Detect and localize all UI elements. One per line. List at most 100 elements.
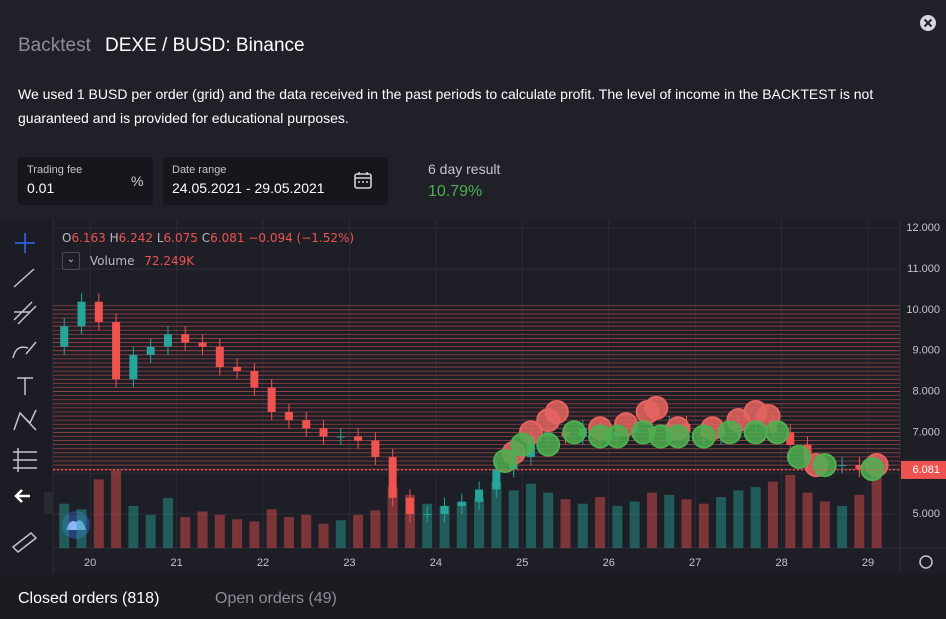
field-value: 24.05.2021 - 29.05.2021 <box>172 180 325 196</box>
candle-body <box>388 456 397 498</box>
result-value: 10.79% <box>428 183 483 200</box>
legend-key: L <box>156 231 164 245</box>
volume-bar <box>577 503 588 548</box>
candle-body <box>250 371 259 388</box>
description: We used 1 BUSD per order (grid) and the … <box>18 86 874 126</box>
toolbar-collapse[interactable] <box>44 492 53 514</box>
candle-body <box>336 436 345 438</box>
volume-bar <box>456 501 467 548</box>
logo-mark <box>66 520 86 530</box>
candle-body <box>786 432 795 445</box>
prediction-tool[interactable] <box>13 448 37 472</box>
candle-body <box>457 501 466 506</box>
buy-order <box>765 420 790 445</box>
candle-body <box>198 342 207 347</box>
buy-order <box>743 420 768 445</box>
trading-fee-input[interactable]: Trading fee 0.01 % <box>18 157 153 205</box>
last-price-badge <box>901 460 946 479</box>
volume-bar <box>128 505 139 548</box>
volume-bar <box>439 505 450 548</box>
candle-body <box>146 346 155 355</box>
legend-value: 6.163 <box>71 231 106 245</box>
field-unit: % <box>131 173 144 189</box>
volume-bar <box>767 481 778 548</box>
ruler-tool[interactable] <box>11 532 38 553</box>
candle-body <box>77 301 86 327</box>
candle-body <box>371 440 380 457</box>
volume-bar <box>162 498 173 548</box>
volume-bar <box>335 520 346 548</box>
settings-icon[interactable] <box>919 555 933 569</box>
date-range-input[interactable]: Date range 24.05.2021 - 29.05.2021 <box>163 157 388 205</box>
tab[interactable]: Open orders (49) <box>215 590 337 607</box>
back-tool[interactable] <box>14 489 30 503</box>
candle-body <box>112 322 121 380</box>
candle-body <box>423 514 432 516</box>
x-tick-label: 25 <box>516 557 528 569</box>
volume-bar <box>716 497 727 548</box>
x-tick-label: 23 <box>343 557 355 569</box>
y-tick-label: 11.000 <box>907 263 940 275</box>
x-tick-label: 28 <box>775 557 787 569</box>
volume-bar <box>612 505 623 548</box>
y-tick-label: 12.000 <box>906 222 940 234</box>
field-label: Date range <box>172 164 227 176</box>
modal-title: DEXE / BUSD: Binance <box>105 35 305 56</box>
volume-bar <box>145 514 156 548</box>
y-tick-label: 7.000 <box>912 426 940 438</box>
pattern-tool[interactable] <box>13 409 37 431</box>
volume-bar <box>646 492 657 548</box>
volume-legend: ⌄ Volume 72.249K <box>62 252 194 270</box>
buy-order <box>562 420 587 445</box>
tab[interactable]: Closed orders (818) <box>18 590 160 607</box>
text-tool[interactable] <box>17 377 33 395</box>
calendar-icon[interactable] <box>353 170 373 190</box>
volume-bar <box>854 494 865 548</box>
candle-body <box>129 354 138 380</box>
candle-body <box>405 497 414 515</box>
volume-bar <box>266 509 277 548</box>
volume-bar <box>249 521 260 548</box>
y-tick-label: 5.000 <box>912 508 940 520</box>
volume-bar <box>59 503 70 548</box>
volume-bar <box>76 509 87 548</box>
trendline-tool[interactable] <box>13 268 35 288</box>
candle-body <box>215 346 224 368</box>
close-button[interactable] <box>918 13 938 33</box>
candle-body <box>302 420 311 429</box>
legend-toggle[interactable]: ⌄ <box>62 252 80 270</box>
last-price-label: 6.081 <box>912 464 940 476</box>
buy-order <box>812 453 837 478</box>
volume-bar <box>837 505 848 548</box>
volume-bar <box>508 490 519 548</box>
candle-body <box>163 334 172 347</box>
candle-body <box>94 301 103 323</box>
price-chart: 202122232425262728295.0006.0007.0008.000… <box>0 220 946 573</box>
volume-bar <box>111 470 122 548</box>
x-tick-label: 21 <box>170 557 182 569</box>
ohlc-legend: O6.163 H6.242 L6.075 C6.081 −0.094 (−1.5… <box>62 231 354 245</box>
volume-bar <box>595 497 606 548</box>
crosshair-tool[interactable] <box>15 233 35 253</box>
fib-tool[interactable] <box>13 301 37 325</box>
x-tick-label: 20 <box>84 557 96 569</box>
volume-bar <box>491 481 502 548</box>
x-tick-label: 24 <box>430 557 442 569</box>
legend-value: 6.242 <box>118 231 154 245</box>
candle-body <box>233 367 242 372</box>
buy-order <box>536 432 561 457</box>
volume-bar <box>197 511 208 548</box>
volume-bar <box>819 501 830 548</box>
plot-area <box>53 220 900 548</box>
volume-bar <box>698 503 709 548</box>
candle-body <box>181 334 190 343</box>
volume-bar <box>785 474 796 548</box>
legend-key: H <box>109 231 119 245</box>
volume-bar <box>93 479 104 548</box>
y-tick-label: 10.000 <box>906 304 940 316</box>
volume-bar <box>180 516 191 548</box>
candle-body <box>60 326 69 347</box>
brush-tool[interactable] <box>12 341 37 359</box>
legend-change: −0.094 (−1.52%) <box>248 231 355 245</box>
